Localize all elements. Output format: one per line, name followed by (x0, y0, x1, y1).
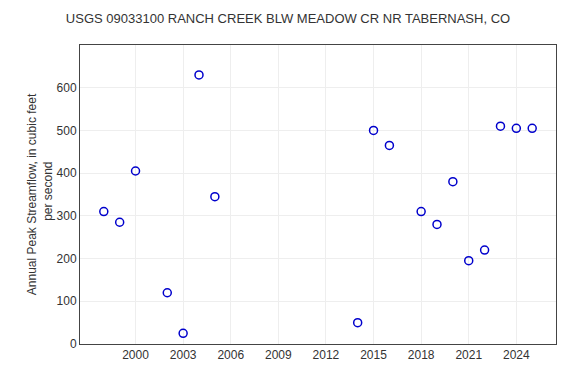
svg-text:2018: 2018 (408, 348, 435, 362)
svg-text:400: 400 (57, 166, 77, 180)
svg-text:USGS 09033100 RANCH CREEK BLW: USGS 09033100 RANCH CREEK BLW MEADOW CR … (66, 11, 510, 26)
svg-text:0: 0 (70, 337, 77, 351)
svg-text:2021: 2021 (455, 348, 482, 362)
svg-text:2012: 2012 (313, 348, 340, 362)
svg-text:2024: 2024 (503, 348, 530, 362)
svg-text:2000: 2000 (122, 348, 149, 362)
svg-text:300: 300 (57, 209, 77, 223)
svg-text:600: 600 (57, 81, 77, 95)
svg-text:2006: 2006 (217, 348, 244, 362)
svg-text:Annual Peak Streamflow, in cub: Annual Peak Streamflow, in cubic feet pe… (25, 93, 55, 295)
svg-text:200: 200 (57, 252, 77, 266)
svg-text:2015: 2015 (360, 348, 387, 362)
svg-text:2009: 2009 (265, 348, 292, 362)
svg-text:500: 500 (57, 124, 77, 138)
svg-text:2003: 2003 (170, 348, 197, 362)
svg-text:100: 100 (57, 294, 77, 308)
